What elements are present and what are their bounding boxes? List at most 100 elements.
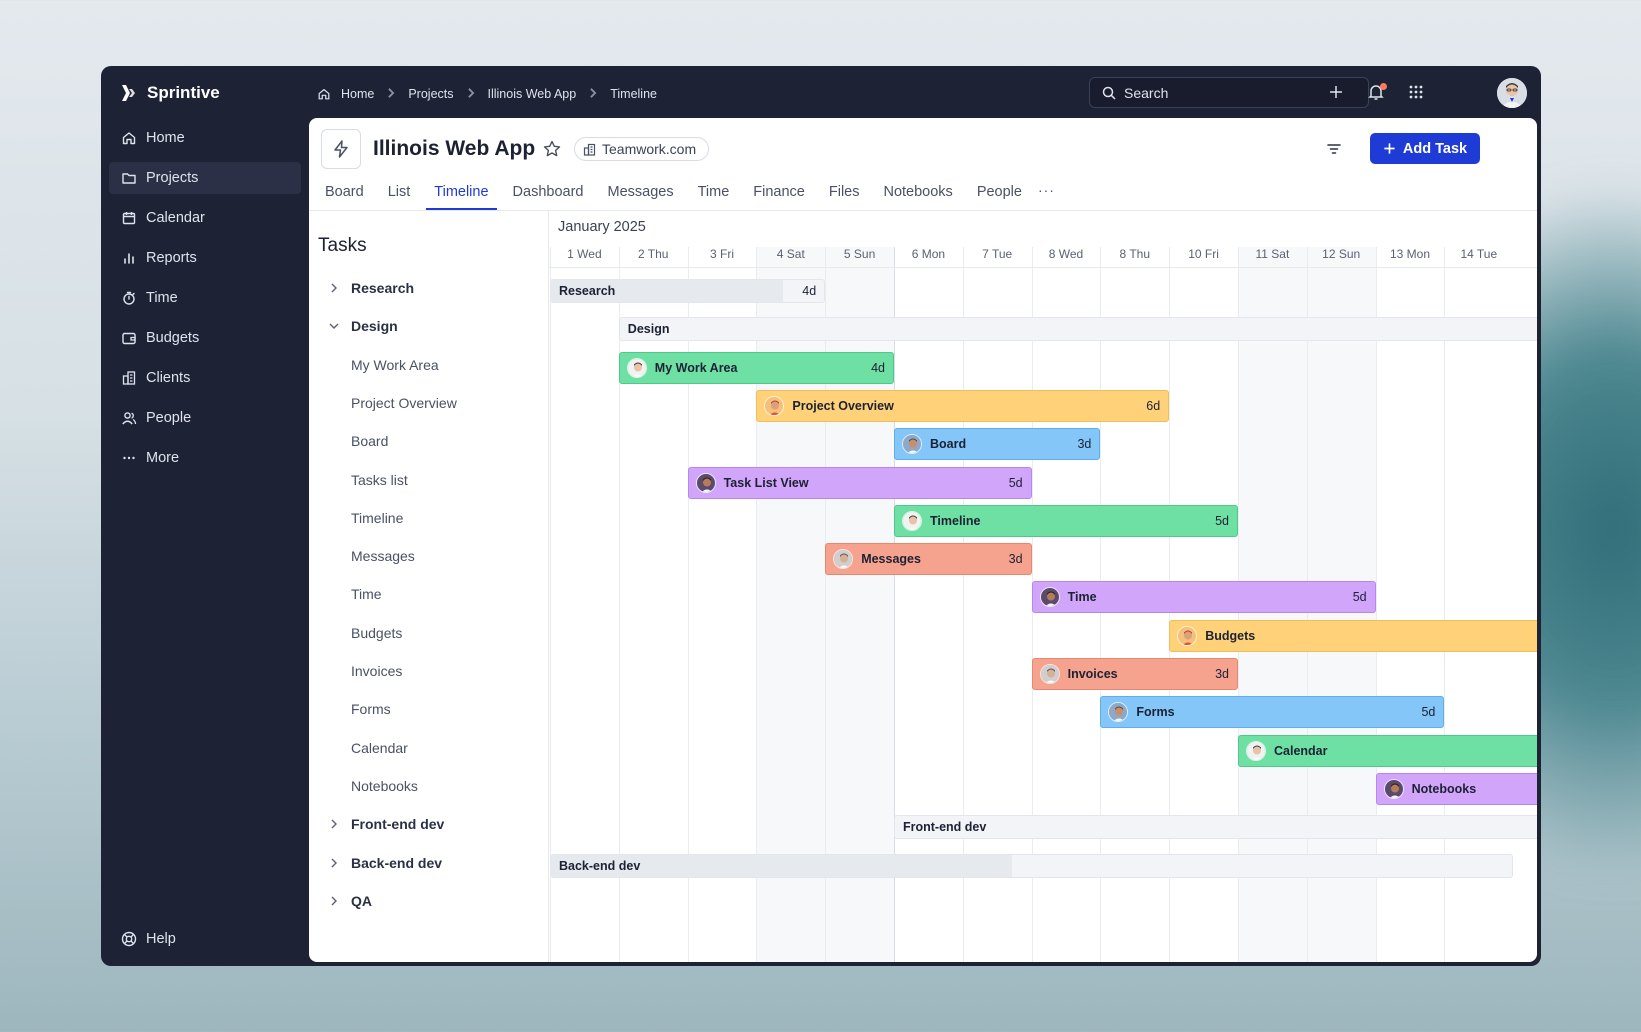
task-row[interactable]: My Work Area [309, 345, 549, 385]
chevron-right-icon[interactable] [327, 856, 341, 870]
company-chip[interactable]: Teamwork.com [574, 137, 710, 161]
task-bar[interactable]: Messages 3d [825, 543, 1032, 576]
sidebar-item-more[interactable]: More [109, 442, 301, 474]
grid-icon [1409, 85, 1423, 99]
notifications-button[interactable] [1367, 83, 1387, 103]
sidebar-item-projects[interactable]: Projects [109, 162, 301, 194]
sidebar-item-home[interactable]: Home [109, 122, 301, 154]
task-bar[interactable]: Calendar [1238, 734, 1537, 767]
task-bar[interactable]: Timeline 5d [894, 504, 1238, 537]
chevron-right-icon[interactable] [327, 281, 341, 295]
bar-duration: 6d [1146, 398, 1161, 413]
sidebar-item-people[interactable]: People [109, 402, 301, 434]
group-bar[interactable]: Back-end dev [550, 853, 1514, 878]
add-button[interactable] [1327, 83, 1347, 103]
add-task-button[interactable]: Add Task [1370, 133, 1480, 164]
task-bar[interactable]: Board 3d [894, 428, 1101, 461]
sprintive-logo-icon [122, 85, 135, 101]
home-icon [318, 89, 330, 100]
task-row[interactable]: Invoices [309, 651, 549, 691]
task-bar-label: Budgets [1205, 628, 1256, 643]
tab-dashboard[interactable]: Dashboard [512, 184, 584, 200]
tab-list[interactable]: List [387, 184, 411, 200]
task-row[interactable]: Timeline [309, 498, 549, 538]
tab-finance[interactable]: Finance [753, 184, 805, 200]
tab-time[interactable]: Time [697, 184, 730, 200]
task-row[interactable]: Project Overview [309, 383, 549, 423]
task-row[interactable]: Tasks list [309, 460, 549, 500]
breadcrumb-item[interactable]: Timeline [610, 87, 657, 101]
assignee-avatar [902, 434, 922, 455]
day-header: 8 Thu [1119, 247, 1151, 261]
task-row[interactable]: Board [309, 421, 549, 461]
chevron-right-icon[interactable] [327, 817, 341, 831]
sidebar-item-label: Budgets [146, 330, 200, 346]
task-bar[interactable]: Notebooks [1375, 772, 1537, 805]
day-column [618, 247, 688, 962]
chevron-right-icon[interactable] [327, 894, 341, 908]
bar-duration: 4d [802, 284, 817, 298]
group-bar[interactable]: Research 4d [550, 279, 826, 303]
task-bar[interactable]: My Work Area 4d [618, 351, 894, 384]
sidebar-item-clients[interactable]: Clients [109, 362, 301, 394]
chevron-right-icon [464, 86, 478, 103]
sidebar-item-budgets[interactable]: Budgets [109, 322, 301, 354]
task-row-label: QA [351, 892, 372, 909]
project-panel: Illinois Web App Teamwork.com Add Task B… [309, 118, 1537, 962]
tab-timeline[interactable]: Timeline [426, 182, 497, 210]
task-bar[interactable]: Invoices 3d [1031, 658, 1238, 690]
tab-files[interactable]: Files [828, 184, 860, 200]
chevron-down-icon[interactable] [327, 319, 341, 333]
task-row-label: Invoices [351, 663, 403, 679]
day-header: 5 Sun [843, 247, 876, 261]
sidebar-item-reports[interactable]: Reports [109, 242, 301, 274]
apps-button[interactable] [1407, 83, 1427, 103]
task-bar-label: Project Overview [792, 398, 894, 413]
breadcrumb-item[interactable]: Illinois Web App [487, 87, 577, 101]
task-bar[interactable]: Time 5d [1031, 581, 1376, 614]
favorite-button[interactable] [542, 139, 562, 159]
group-bar[interactable]: Front-end dev [894, 815, 1537, 840]
task-bar-label: Calendar [1274, 743, 1328, 758]
sidebar-item-time[interactable]: Time [109, 282, 301, 314]
help-link[interactable]: Help [121, 931, 176, 947]
tab-board[interactable]: Board [325, 184, 364, 200]
filter-button[interactable] [1325, 140, 1343, 158]
brand[interactable]: Sprintive [121, 83, 220, 103]
task-bar[interactable]: Budgets [1169, 619, 1537, 652]
day-column [687, 247, 757, 962]
user-avatar[interactable] [1497, 78, 1527, 108]
task-row[interactable]: Research [309, 268, 549, 308]
task-row[interactable]: Forms [309, 689, 549, 729]
tab-messages[interactable]: Messages [607, 184, 674, 200]
task-row[interactable]: Front-end dev [309, 804, 549, 844]
task-bar[interactable]: Task List View 5d [687, 466, 1032, 499]
sidebar-item-calendar[interactable]: Calendar [109, 202, 301, 234]
task-row[interactable]: QA [309, 881, 549, 921]
group-bar[interactable]: Design [618, 317, 1537, 342]
task-row[interactable]: Messages [309, 536, 549, 576]
task-row[interactable]: Notebooks [309, 766, 549, 806]
tab-people[interactable]: People [976, 184, 1022, 200]
task-row[interactable]: Calendar [309, 728, 549, 768]
project-icon[interactable] [321, 129, 361, 169]
tabs-more-button[interactable]: ··· [1037, 182, 1055, 198]
task-row[interactable]: Design [309, 306, 549, 346]
task-bar[interactable]: Forms 5d [1100, 696, 1445, 729]
task-row[interactable]: Back-end dev [309, 843, 549, 883]
task-row-label: Front-end dev [351, 816, 445, 833]
more-dots-icon [123, 456, 135, 460]
assignee-avatar [1246, 740, 1266, 761]
task-bar[interactable]: Project Overview 6d [756, 389, 1170, 422]
tab-notebooks[interactable]: Notebooks [883, 184, 953, 200]
task-row[interactable]: Time [309, 574, 549, 614]
task-row-label: Design [351, 318, 398, 335]
search-input[interactable]: Search [1089, 77, 1369, 108]
users-icon [122, 412, 137, 425]
task-row[interactable]: Budgets [309, 613, 549, 653]
sidebar-item-label: People [146, 410, 192, 426]
breadcrumb-item[interactable]: Home [341, 87, 375, 101]
task-bar-label: Timeline [930, 513, 981, 528]
month-label: January 2025 [558, 219, 646, 235]
breadcrumb-item[interactable]: Projects [408, 87, 454, 101]
